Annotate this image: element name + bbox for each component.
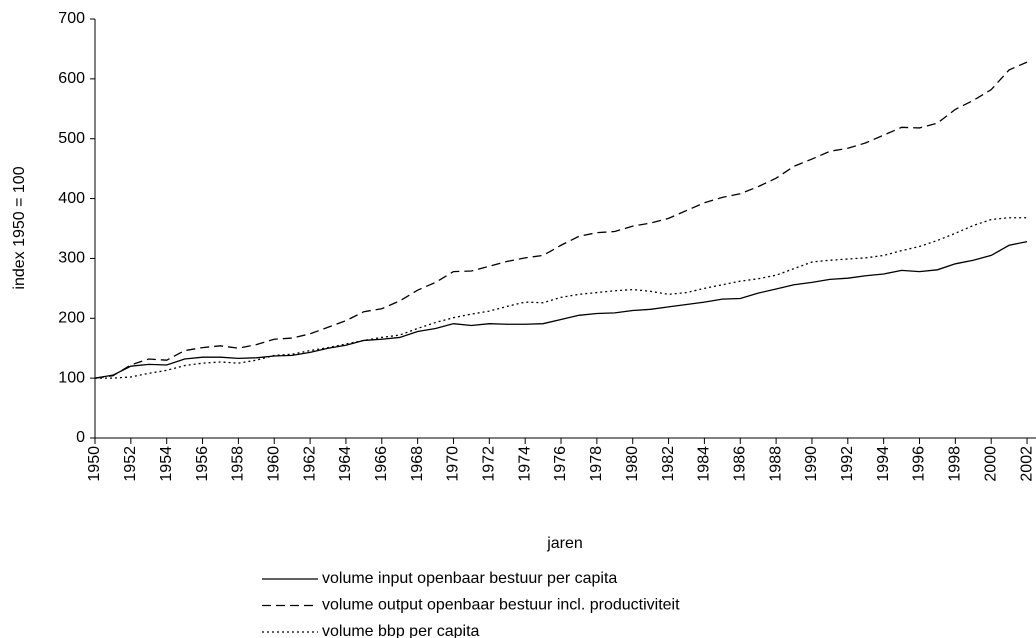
y-tick-label: 100	[58, 369, 85, 386]
x-tick-label: 1970	[445, 446, 462, 482]
y-tick-label: 400	[58, 190, 85, 207]
x-tick-label: 1964	[337, 446, 354, 482]
x-tick-label: 1994	[875, 446, 892, 482]
x-tick-label: 1952	[122, 446, 139, 482]
x-tick-label: 1976	[552, 446, 569, 482]
y-tick-label: 300	[58, 250, 85, 267]
x-tick-label: 1984	[696, 446, 713, 482]
y-tick-label: 500	[58, 130, 85, 147]
x-tick-label: 2000	[982, 446, 999, 482]
y-axis-label: index 1950 = 100	[11, 166, 28, 289]
y-tick-label: 700	[58, 10, 85, 27]
x-tick-label: 1996	[911, 446, 928, 482]
x-tick-label: 1958	[230, 446, 247, 482]
series-line	[94, 241, 1028, 379]
y-tick-label: 0	[76, 429, 85, 446]
x-tick-label: 1990	[803, 446, 820, 482]
x-axis-label: jaren	[546, 535, 583, 552]
x-tick-label: 1962	[301, 446, 318, 482]
x-tick-label: 1966	[373, 446, 390, 482]
legend-label: volume input openbaar bestuur per capita	[322, 570, 617, 587]
x-tick-label: 1960	[265, 446, 282, 482]
x-tick-label: 1956	[194, 446, 211, 482]
x-tick-label: 1968	[409, 446, 426, 482]
y-tick-label: 200	[58, 310, 85, 327]
legend-label: volume bbp per capita	[322, 623, 480, 638]
x-tick-label: 1988	[767, 446, 784, 482]
x-tick-label: 1998	[947, 446, 964, 482]
x-tick-label: 1992	[839, 446, 856, 482]
legend-label: volume output openbaar bestuur incl. pro…	[322, 597, 680, 614]
x-tick-label: 1986	[731, 446, 748, 482]
x-tick-label: 1954	[158, 446, 175, 482]
x-tick-label: 1974	[516, 446, 533, 482]
series-line	[95, 217, 1028, 379]
x-tick-label: 1972	[481, 446, 498, 482]
x-tick-label: 1950	[86, 446, 103, 482]
x-tick-label: 2002	[1018, 446, 1035, 482]
x-tick-label: 1980	[624, 446, 641, 482]
x-tick-label: 1978	[588, 446, 605, 482]
y-tick-label: 600	[58, 70, 85, 87]
series-line	[94, 61, 1028, 379]
x-tick-label: 1982	[660, 446, 677, 482]
